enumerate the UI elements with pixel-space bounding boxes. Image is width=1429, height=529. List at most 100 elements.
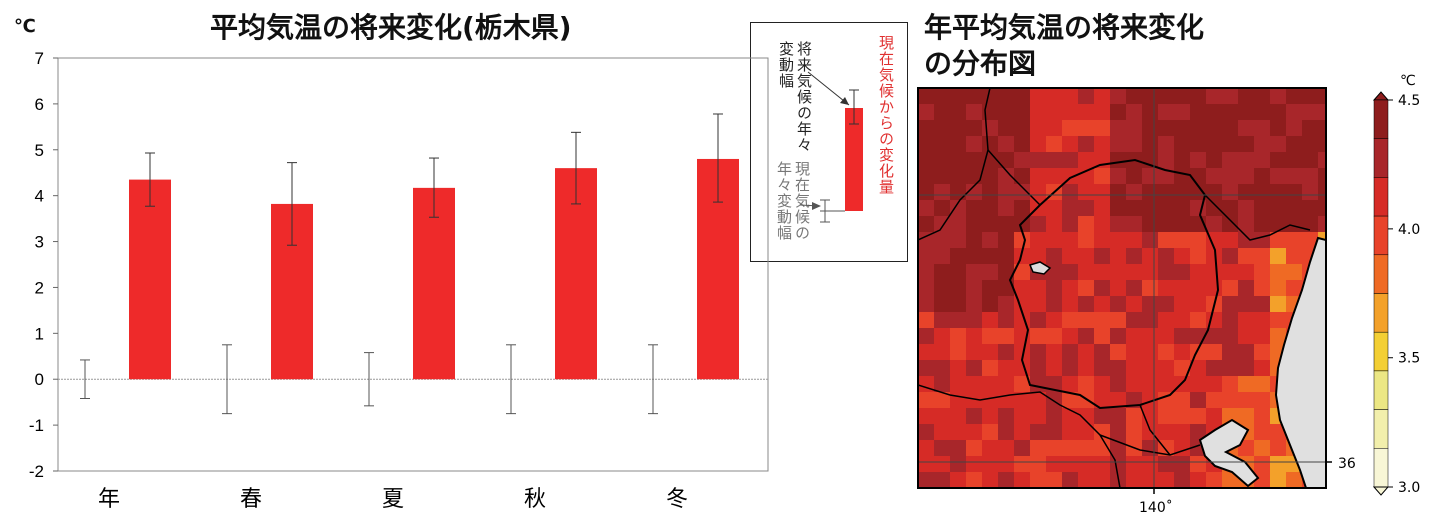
map-cell [966, 440, 982, 456]
map-cell [966, 280, 982, 296]
map-cell [1078, 264, 1094, 280]
map-cell [918, 88, 934, 104]
map-cell [1270, 264, 1286, 280]
map-cell [1222, 136, 1238, 152]
map-cell [1078, 312, 1094, 328]
map-cell [1126, 216, 1142, 232]
map-cell [934, 408, 950, 424]
map-cell [1142, 360, 1158, 376]
map-cell [1062, 248, 1078, 264]
map-cell [1030, 88, 1046, 104]
map-cell [1158, 472, 1174, 488]
map-cell [1030, 296, 1046, 312]
map-cell [998, 376, 1014, 392]
map-cell [1206, 200, 1222, 216]
map-cell [1126, 280, 1142, 296]
x-category-label: 春 [240, 487, 262, 512]
map-cell [982, 344, 998, 360]
map-cell [1046, 280, 1062, 296]
map-cell [1110, 168, 1126, 184]
map-cell [934, 104, 950, 120]
map-cell [1238, 88, 1254, 104]
map-cell [934, 168, 950, 184]
map-cell [1094, 408, 1110, 424]
map-cell [1126, 360, 1142, 376]
colorbar-bottom-arrow [1372, 486, 1390, 496]
map-cell [1222, 312, 1238, 328]
map-cell [1158, 232, 1174, 248]
map-cell [934, 472, 950, 488]
map-cell [1206, 392, 1222, 408]
map-cell [1270, 168, 1286, 184]
map-cell [1270, 120, 1286, 136]
map-cell [1286, 136, 1302, 152]
map-cell [950, 296, 966, 312]
map-cell [998, 152, 1014, 168]
map-cell [966, 168, 982, 184]
map-cell [1190, 280, 1206, 296]
map-cell [1174, 424, 1190, 440]
map-cell [966, 472, 982, 488]
colorbar-top-arrow [1372, 91, 1390, 101]
map-cell [950, 184, 966, 200]
map-cell [1094, 184, 1110, 200]
map-cell [982, 456, 998, 472]
map-cell [1030, 248, 1046, 264]
map-cell [1254, 216, 1270, 232]
map-cell [1302, 136, 1318, 152]
map-cell [1110, 456, 1126, 472]
map-cell [998, 232, 1014, 248]
map-cell [1078, 408, 1094, 424]
map-cell [1158, 200, 1174, 216]
bar-plot-area: 7 6 5 4 3 2 1 0 -1 -2 年 春 夏 秋 冬 [29, 49, 769, 512]
map-cell [1158, 88, 1174, 104]
map-cell [934, 88, 950, 104]
map-cell [1302, 152, 1318, 168]
y-tick-label: 1 [35, 324, 44, 343]
map-cell [966, 104, 982, 120]
map-cell [1158, 312, 1174, 328]
map-cell [1206, 376, 1222, 392]
map-cell [934, 328, 950, 344]
map-cell [1254, 200, 1270, 216]
colorbar-tick-label: 3.5 [1398, 351, 1420, 367]
map-cell [950, 216, 966, 232]
map-cell [918, 392, 934, 408]
map-cell [966, 184, 982, 200]
map-cell [1078, 104, 1094, 120]
map-cell [998, 184, 1014, 200]
map-cell [1238, 264, 1254, 280]
map-cell [1222, 104, 1238, 120]
map-cell [1270, 328, 1286, 344]
map-cell [966, 376, 982, 392]
map-cell [1094, 280, 1110, 296]
map-cell [950, 312, 966, 328]
map-cell [1110, 280, 1126, 296]
map-cell [1126, 312, 1142, 328]
map-cell [1174, 264, 1190, 280]
map-cell [1062, 280, 1078, 296]
map-cell [950, 136, 966, 152]
map-cell [918, 440, 934, 456]
map-cell [982, 312, 998, 328]
map-cell [1110, 184, 1126, 200]
map-cell [966, 328, 982, 344]
map-cell [1046, 104, 1062, 120]
map-cell [1174, 104, 1190, 120]
x-category-label: 年 [98, 487, 120, 512]
map-cell [1222, 328, 1238, 344]
map-cell [1126, 264, 1142, 280]
map-cell [966, 136, 982, 152]
map-cell [1254, 264, 1270, 280]
map-title-line1: 年平均気温の将来変化 [924, 11, 1205, 44]
map-cell [1238, 200, 1254, 216]
map-cell [966, 360, 982, 376]
map-cell [950, 344, 966, 360]
map-cell [1046, 296, 1062, 312]
map-cell [1142, 248, 1158, 264]
map-cell [1094, 392, 1110, 408]
map-cell [1062, 264, 1078, 280]
map-cell [1062, 296, 1078, 312]
map-cell [950, 328, 966, 344]
colorbar-segment [1373, 331, 1389, 372]
